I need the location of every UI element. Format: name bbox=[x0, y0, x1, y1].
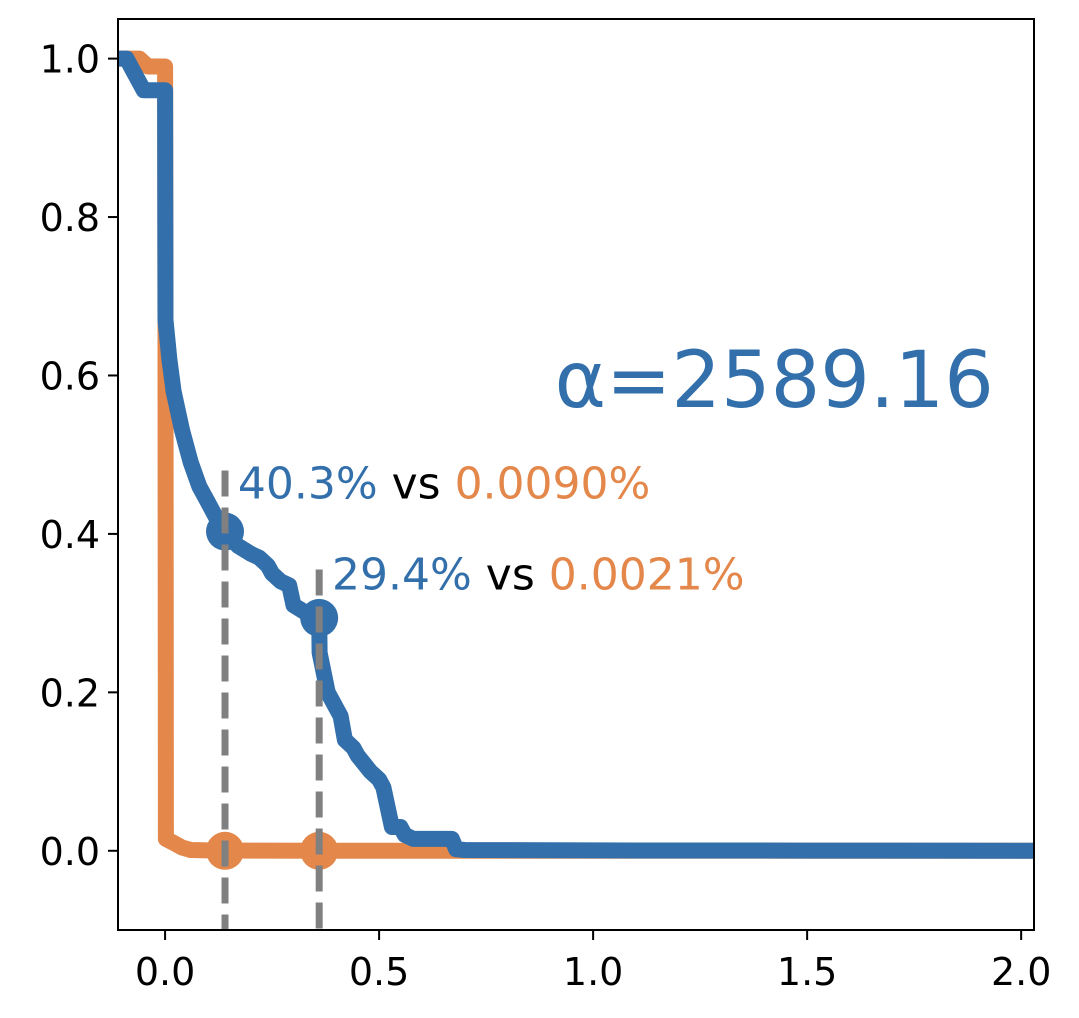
series-line-0 bbox=[118, 50, 1034, 859]
annotation-orange-value: 0.0021% bbox=[549, 549, 745, 600]
plot-area bbox=[118, 50, 1034, 930]
annotation-blue-value: 40.3% bbox=[238, 458, 378, 509]
y-tick-label: 0.2 bbox=[40, 671, 100, 715]
annotation-1: 29.4% vs 0.0021% bbox=[332, 549, 744, 600]
y-tick-label: 0.4 bbox=[40, 513, 100, 557]
annotation-vs: vs bbox=[378, 458, 455, 509]
series-line-1 bbox=[118, 50, 1034, 859]
y-tick-label: 1.0 bbox=[40, 38, 100, 82]
annotation-blue-value: 29.4% bbox=[332, 549, 472, 600]
y-axis: 0.0 0.2 0.4 0.6 0.8 1.0 bbox=[40, 38, 118, 874]
x-tick-label: 1.0 bbox=[563, 950, 623, 994]
y-tick-label: 0.6 bbox=[40, 354, 100, 398]
x-tick-label: 1.5 bbox=[777, 950, 837, 994]
y-tick-label: 0.0 bbox=[40, 830, 100, 874]
x-axis: 0.0 0.5 1.0 1.5 2.0 bbox=[135, 930, 1051, 994]
x-tick-label: 2.0 bbox=[991, 950, 1051, 994]
y-tick-label: 0.8 bbox=[40, 196, 100, 240]
annotation-vs: vs bbox=[472, 549, 549, 600]
annotation-0: 40.3% vs 0.0090% bbox=[238, 458, 650, 509]
x-tick-label: 0.0 bbox=[135, 950, 195, 994]
annotation-orange-value: 0.0090% bbox=[455, 458, 651, 509]
annotations: 40.3% vs 0.0090% 29.4% vs 0.0021% α=2589.1… bbox=[238, 336, 994, 600]
x-tick-label: 0.5 bbox=[349, 950, 409, 994]
alpha-label: α=2589.16 bbox=[555, 336, 994, 426]
axes-frame bbox=[117, 18, 1035, 931]
